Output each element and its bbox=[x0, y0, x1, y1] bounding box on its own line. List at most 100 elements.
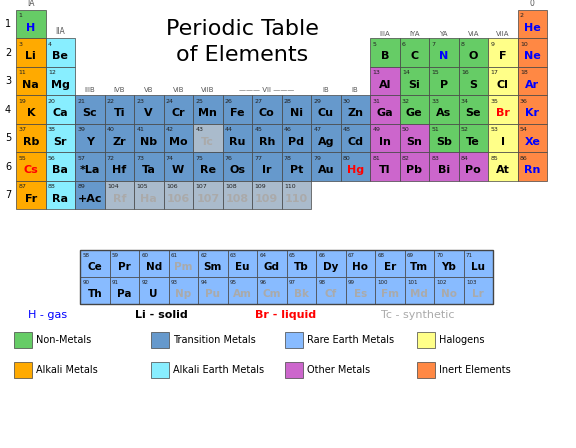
Bar bbox=[193, 95, 222, 124]
Text: 5: 5 bbox=[5, 133, 11, 143]
Bar bbox=[464, 250, 493, 277]
Bar bbox=[198, 277, 228, 304]
Text: 109: 109 bbox=[255, 194, 278, 204]
Text: 76: 76 bbox=[225, 156, 233, 161]
Bar bbox=[16, 67, 46, 95]
Bar bbox=[46, 152, 75, 181]
Text: Be: Be bbox=[52, 51, 68, 61]
Text: Ca: Ca bbox=[52, 108, 68, 118]
Text: IVB: IVB bbox=[113, 87, 125, 94]
Text: Tl: Tl bbox=[379, 165, 391, 175]
Text: ——— VII ———: ——— VII ——— bbox=[239, 87, 294, 94]
Bar bbox=[139, 277, 169, 304]
Text: Os: Os bbox=[229, 165, 245, 175]
Text: 77: 77 bbox=[255, 156, 262, 161]
Text: Ti: Ti bbox=[113, 108, 125, 118]
Text: IB: IB bbox=[323, 87, 329, 94]
Text: Zn: Zn bbox=[347, 108, 363, 118]
Bar bbox=[400, 124, 429, 152]
Bar bbox=[14, 332, 32, 348]
Text: Inert Elements: Inert Elements bbox=[439, 365, 510, 375]
Bar bbox=[340, 95, 370, 124]
Text: 109: 109 bbox=[255, 185, 266, 190]
Text: Au: Au bbox=[317, 165, 334, 175]
Bar bbox=[429, 39, 458, 67]
Text: Nd: Nd bbox=[146, 262, 162, 272]
Bar bbox=[517, 124, 547, 152]
Bar bbox=[488, 95, 517, 124]
Text: 5: 5 bbox=[372, 42, 376, 47]
Bar bbox=[282, 181, 311, 210]
Text: 51: 51 bbox=[431, 127, 439, 133]
Text: 67: 67 bbox=[348, 253, 355, 258]
Bar bbox=[134, 152, 164, 181]
Text: Cu: Cu bbox=[318, 108, 334, 118]
Text: 9: 9 bbox=[490, 42, 494, 47]
Text: 108: 108 bbox=[226, 194, 249, 204]
Text: Bk: Bk bbox=[294, 289, 309, 299]
Text: 54: 54 bbox=[520, 127, 528, 133]
Text: 100: 100 bbox=[377, 280, 388, 285]
Text: 80: 80 bbox=[343, 156, 351, 161]
Text: 15: 15 bbox=[431, 70, 439, 75]
Bar bbox=[282, 95, 311, 124]
Bar bbox=[104, 181, 134, 210]
Text: Mo: Mo bbox=[169, 137, 188, 146]
Bar bbox=[340, 152, 370, 181]
Text: 37: 37 bbox=[18, 127, 26, 133]
Text: Sm: Sm bbox=[203, 262, 222, 272]
Text: 93: 93 bbox=[171, 280, 178, 285]
Text: 2: 2 bbox=[520, 13, 524, 18]
Bar bbox=[429, 124, 458, 152]
Bar bbox=[400, 39, 429, 67]
Text: 29: 29 bbox=[313, 99, 321, 104]
Bar bbox=[46, 67, 75, 95]
Text: 46: 46 bbox=[284, 127, 291, 133]
Bar bbox=[316, 250, 346, 277]
Text: Non-Metals: Non-Metals bbox=[36, 335, 91, 345]
Bar bbox=[222, 152, 252, 181]
Text: 10: 10 bbox=[520, 42, 528, 47]
Text: 85: 85 bbox=[490, 156, 498, 161]
Text: At: At bbox=[496, 165, 510, 175]
Text: Er: Er bbox=[384, 262, 396, 272]
Bar bbox=[193, 181, 222, 210]
Text: Ha: Ha bbox=[141, 194, 157, 204]
Bar bbox=[16, 152, 46, 181]
Text: 13: 13 bbox=[372, 70, 380, 75]
Text: Tm: Tm bbox=[410, 262, 429, 272]
Text: 58: 58 bbox=[82, 253, 89, 258]
Text: Dy: Dy bbox=[323, 262, 339, 272]
Bar bbox=[417, 362, 435, 378]
Text: F: F bbox=[499, 51, 506, 61]
Text: 110: 110 bbox=[284, 185, 295, 190]
Bar bbox=[75, 95, 104, 124]
Bar bbox=[458, 67, 488, 95]
Text: Ge: Ge bbox=[406, 108, 423, 118]
Text: 43: 43 bbox=[195, 127, 203, 133]
Text: IA: IA bbox=[27, 0, 35, 8]
Text: 41: 41 bbox=[137, 127, 144, 133]
Text: H - gas: H - gas bbox=[28, 310, 67, 320]
Text: He: He bbox=[524, 23, 541, 33]
Bar bbox=[458, 152, 488, 181]
Text: Md: Md bbox=[410, 289, 428, 299]
Text: 1: 1 bbox=[18, 13, 22, 18]
Text: In: In bbox=[379, 137, 391, 146]
Bar bbox=[429, 67, 458, 95]
Bar bbox=[257, 277, 286, 304]
Text: 4: 4 bbox=[48, 42, 52, 47]
Bar bbox=[370, 124, 400, 152]
Text: 65: 65 bbox=[289, 253, 296, 258]
Text: 16: 16 bbox=[461, 70, 469, 75]
Bar bbox=[285, 362, 303, 378]
Bar bbox=[400, 95, 429, 124]
Text: Tc: Tc bbox=[202, 137, 214, 146]
Text: Th: Th bbox=[88, 289, 102, 299]
Bar bbox=[109, 277, 139, 304]
Bar bbox=[193, 124, 222, 152]
Bar bbox=[517, 152, 547, 181]
Text: 106: 106 bbox=[166, 194, 190, 204]
Text: 90: 90 bbox=[82, 280, 89, 285]
Text: Ho: Ho bbox=[353, 262, 368, 272]
